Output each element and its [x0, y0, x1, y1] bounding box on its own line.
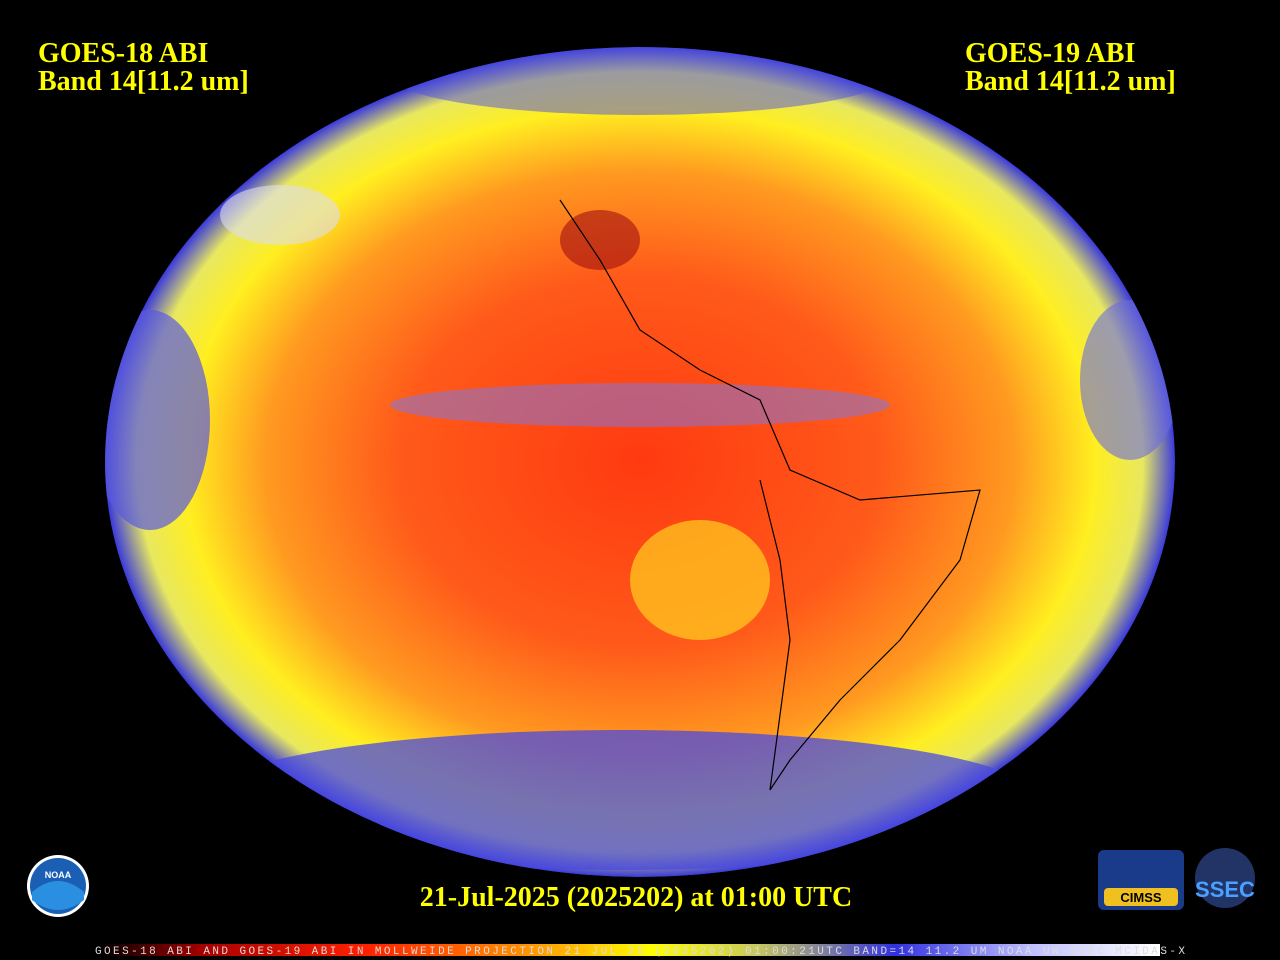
noaa-text: NOAA [45, 870, 72, 880]
ssec-logo: SSEC [1195, 848, 1255, 908]
caption: GOES-18 ABI AND GOES-19 ABI IN MOLLWEIDE… [95, 946, 1185, 958]
left-subtitle: Band 14[11.2 um] [38, 66, 249, 97]
right-subtitle: Band 14[11.2 um] [965, 66, 1176, 97]
coastline [559, 199, 981, 791]
ssec-text: SSEC [1195, 877, 1255, 902]
color-bar [100, 944, 1160, 956]
right-title: GOES-19 ABI [965, 38, 1135, 69]
cimss-logo: CIMSS [1098, 850, 1184, 910]
satellite-image [105, 47, 1175, 877]
noaa-logo: NOAA [27, 855, 89, 917]
left-title: GOES-18 ABI [38, 38, 208, 69]
timestamp: 21-Jul-2025 (2025202) at 01:00 UTC [420, 882, 852, 913]
cimss-text: CIMSS [1120, 890, 1162, 905]
